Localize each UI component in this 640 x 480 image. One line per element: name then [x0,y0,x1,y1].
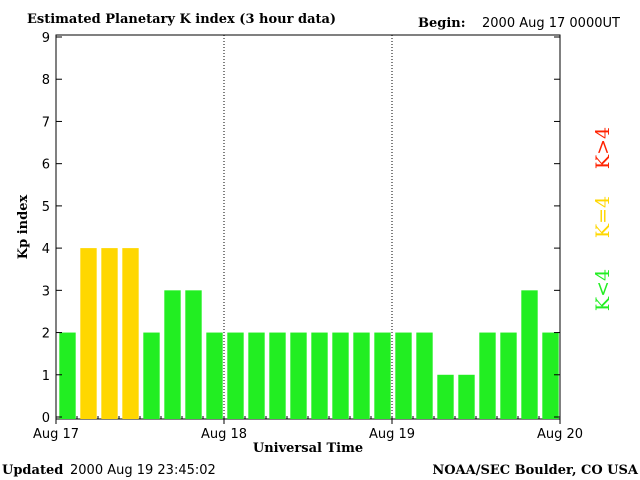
kp-bar [311,332,328,419]
kp-bar [416,332,433,419]
legend: K<4 K=4 K>4 [592,127,614,311]
updated-label: Updated [2,463,63,478]
kp-bar [80,248,97,419]
kp-bar [353,332,370,419]
kp-bar [164,290,181,419]
begin-value: 2000 Aug 17 0000UT [482,16,620,31]
y-tick-label: 2 [42,327,50,342]
begin-label: Begin: [418,16,466,31]
y-axis-label: Kp index [16,195,31,260]
x-tick-label: Aug 17 [33,427,79,442]
legend-item: K>4 [592,127,614,169]
y-tick-label: 5 [42,200,50,215]
kp-bar [290,332,307,419]
y-tick-label: 7 [42,115,50,130]
y-tick-label: 6 [42,158,50,173]
kp-bar [479,332,496,419]
kp-bar [227,332,244,419]
x-axis-label: Universal Time [253,441,363,456]
kp-bar [500,332,517,419]
y-tick-label: 4 [42,242,50,257]
x-tick-label: Aug 18 [201,427,247,442]
bar-series [59,248,559,419]
day-dividers [223,35,393,419]
kp-bar [143,332,160,419]
source-credit: NOAA/SEC Boulder, CO USA [432,463,639,478]
chart-title: Estimated Planetary K index (3 hour data… [27,12,336,27]
x-tick-label: Aug 19 [369,427,415,442]
y-axis: 0 1 2 3 4 5 6 7 8 9 [42,31,560,426]
y-tick-label: 9 [42,31,50,46]
kp-bar [395,332,412,419]
kp-bar [332,332,349,419]
y-tick-label: 8 [42,73,50,88]
x-tick-label: Aug 20 [537,427,583,442]
updated-value: 2000 Aug 19 23:45:02 [70,463,216,478]
kp-bar [542,332,559,419]
y-tick-label: 1 [42,369,50,384]
kp-bar [248,332,265,419]
y-tick-label: 3 [42,284,50,299]
kp-bar [521,290,538,419]
kp-bar [458,374,475,419]
kp-bar [122,248,139,419]
kp-bar [374,332,391,419]
kp-bar [185,290,202,419]
y-tick-label: 0 [42,411,50,426]
kp-bar [101,248,118,419]
x-axis: Aug 17 Aug 18 Aug 19 Aug 20 [33,416,583,442]
legend-item: K<4 [592,269,614,311]
kp-bar [59,332,76,419]
legend-item: K=4 [592,196,614,238]
kp-bar [206,332,223,419]
kp-bar [437,374,454,419]
kp-bar [269,332,286,419]
